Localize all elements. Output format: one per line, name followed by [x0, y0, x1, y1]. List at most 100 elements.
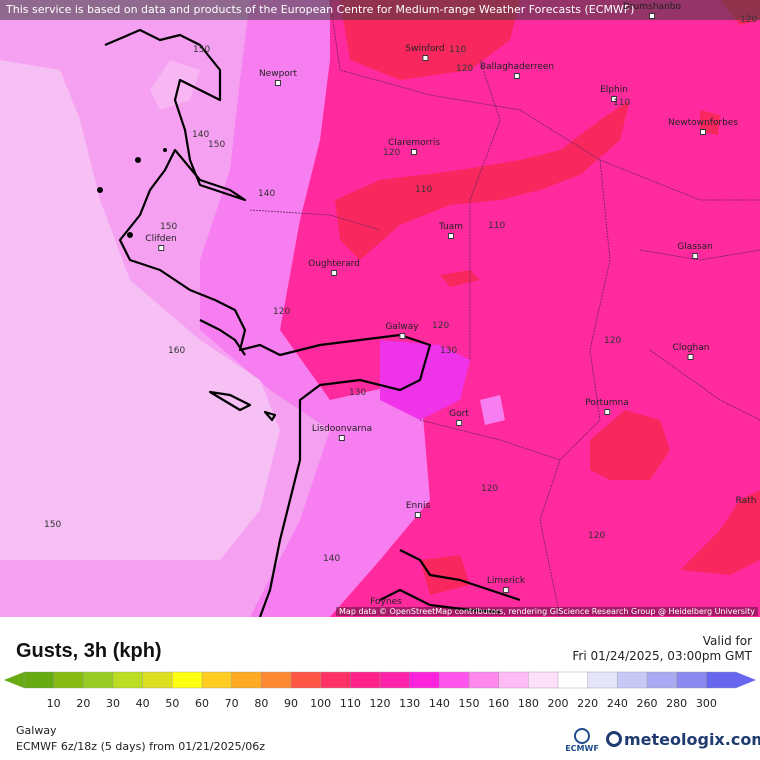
scale-tick-label: 200 [547, 697, 569, 710]
contour-label: 110 [449, 45, 467, 55]
contour-label: 120 [273, 307, 291, 317]
contour-label: 120 [588, 531, 606, 541]
scale-arrow-left [4, 672, 24, 688]
scale-tick-label: 300 [695, 697, 717, 710]
city-cloghan: Cloghan [673, 343, 709, 360]
scale-swatch [379, 671, 411, 689]
contour-label: 140 [323, 554, 341, 564]
scale-swatch [439, 671, 470, 689]
contour-label: 120 [432, 321, 450, 331]
scale-swatch [83, 671, 114, 689]
scale-tick-label: 60 [195, 697, 209, 710]
city-portumna: Portumna [585, 398, 629, 415]
contour-label: 120 [456, 64, 474, 74]
scale-swatch [646, 671, 678, 689]
city-gort: Gort [449, 409, 469, 426]
contour-label: 120 [604, 336, 622, 346]
city-ballaghaderreen: Ballaghaderreen [480, 62, 554, 79]
meteologix-logo-icon [606, 731, 622, 747]
contour-label: 110 [415, 185, 433, 195]
ecmwf-logo-icon [574, 728, 590, 744]
ecmwf-banner: This service is based on data and produc… [0, 0, 760, 20]
scale-tick-label: 100 [310, 697, 332, 710]
scale-tick-label: 140 [428, 697, 450, 710]
contour-label: 150 [193, 45, 211, 55]
contour-label: 150 [44, 520, 62, 530]
scale-swatch [201, 671, 233, 689]
scale-tick-label: 260 [636, 697, 658, 710]
scale-swatch [261, 671, 292, 689]
valid-datetime: Fri 01/24/2025, 03:00pm GMT [572, 649, 752, 663]
city-claremorris: Claremorris [388, 138, 440, 155]
color-scale [4, 671, 756, 689]
legend-title: Gusts, 3h (kph) [16, 640, 162, 662]
forecast-map[interactable]: This service is based on data and produc… [0, 0, 760, 617]
scale-tick-label: 160 [488, 697, 510, 710]
scale-tick-label: 40 [135, 697, 150, 710]
contour-label: 120 [383, 148, 401, 158]
city-foynes: Foynes [370, 597, 402, 607]
scale-swatch [498, 671, 530, 689]
city-galway: Galway [385, 322, 419, 339]
scale-swatch [53, 671, 85, 689]
meteologix-logo[interactable]: meteologix.com [606, 730, 760, 749]
city-swinford: Swinford [405, 44, 445, 61]
scale-swatch [617, 671, 648, 689]
city-newport: Newport [259, 69, 297, 86]
map-attribution: Map data © OpenStreetMap contributors, r… [336, 607, 758, 616]
city-limerick: Limerick [487, 576, 525, 593]
scale-tick-label: 130 [399, 697, 421, 710]
contour-label: 120 [481, 484, 499, 494]
contour-label: 120 [740, 15, 758, 25]
scale-swatch [320, 671, 352, 689]
scale-tick-label: 120 [369, 697, 391, 710]
contour-label: 110 [488, 221, 506, 231]
city-drumshanbo: Drumshanbo [623, 2, 681, 19]
scale-tick-label: 180 [517, 697, 539, 710]
location-label: Galway [16, 724, 57, 737]
scale-swatch [676, 671, 708, 689]
valid-time: Valid for Fri 01/24/2025, 03:00pm GMT [572, 634, 752, 664]
scale-arrow-right [736, 672, 756, 688]
scale-tick-label: 280 [666, 697, 688, 710]
scale-tick-label: 70 [224, 697, 239, 710]
city-rath: Rath [735, 496, 757, 506]
contour-label: 130 [349, 388, 367, 398]
scale-tick-label: 50 [165, 697, 180, 710]
scale-swatch [112, 671, 144, 689]
scale-tick-label: 30 [106, 697, 120, 710]
scale-swatch [528, 671, 559, 689]
city-elphin: Elphin [600, 85, 628, 102]
scale-swatch [706, 671, 737, 689]
scale-swatch [468, 671, 500, 689]
scale-swatch [142, 671, 174, 689]
contour-label: 140 [192, 130, 210, 140]
scale-tick-label: 20 [76, 697, 91, 710]
scale-swatch [231, 671, 263, 689]
model-info: ECMWF 6z/18z (5 days) from 01/21/2025/06… [16, 740, 266, 753]
scale-tick-label: 10 [46, 697, 61, 710]
scale-tick-label: 240 [606, 697, 628, 710]
city-newtownforbes: Newtownforbes [668, 118, 738, 135]
city-clifden: Clifden [145, 234, 177, 251]
scale-swatch [409, 671, 441, 689]
contour-label: 130 [440, 346, 458, 356]
scale-tick-label: 90 [284, 697, 298, 710]
scale-tick-label: 110 [339, 697, 361, 710]
scale-swatch [23, 671, 55, 689]
city-glassan: Glassan [677, 242, 713, 259]
contour-label: 140 [258, 189, 276, 199]
contour-label: 160 [168, 346, 186, 356]
scale-tick-label: 80 [254, 697, 269, 710]
contour-label: 110 [613, 98, 631, 108]
scale-tick-label: 150 [458, 697, 480, 710]
city-lisdoonvarna: Lisdoonvarna [312, 424, 372, 441]
valid-label: Valid for [702, 634, 752, 648]
scale-swatch [587, 671, 619, 689]
city-ennis: Ennis [406, 501, 430, 518]
gust-field [0, 0, 760, 617]
scale-swatch [557, 671, 589, 689]
city-oughterard: Oughterard [308, 259, 360, 276]
scale-swatch [172, 671, 203, 689]
contour-label: 150 [208, 140, 226, 150]
